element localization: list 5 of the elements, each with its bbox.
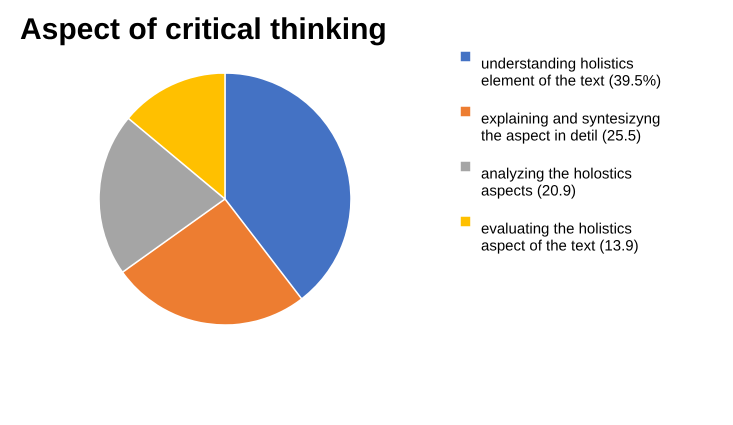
legend-label: evaluating the holistics aspect of the text (13.9) — [481, 220, 639, 254]
legend-label: analyzing the holostics aspects (20.9) — [481, 166, 632, 200]
legend-label: explaining and syntesizyng the aspect in detil (25.5) — [481, 110, 660, 144]
chart-title: Aspect of critical thinking — [20, 13, 387, 46]
legend-label: understanding holistics element of the text (39.5%) — [481, 56, 662, 90]
